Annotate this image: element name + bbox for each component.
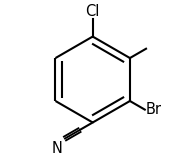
- Text: Br: Br: [146, 102, 162, 117]
- Text: Cl: Cl: [86, 4, 100, 19]
- Text: N: N: [51, 141, 62, 156]
